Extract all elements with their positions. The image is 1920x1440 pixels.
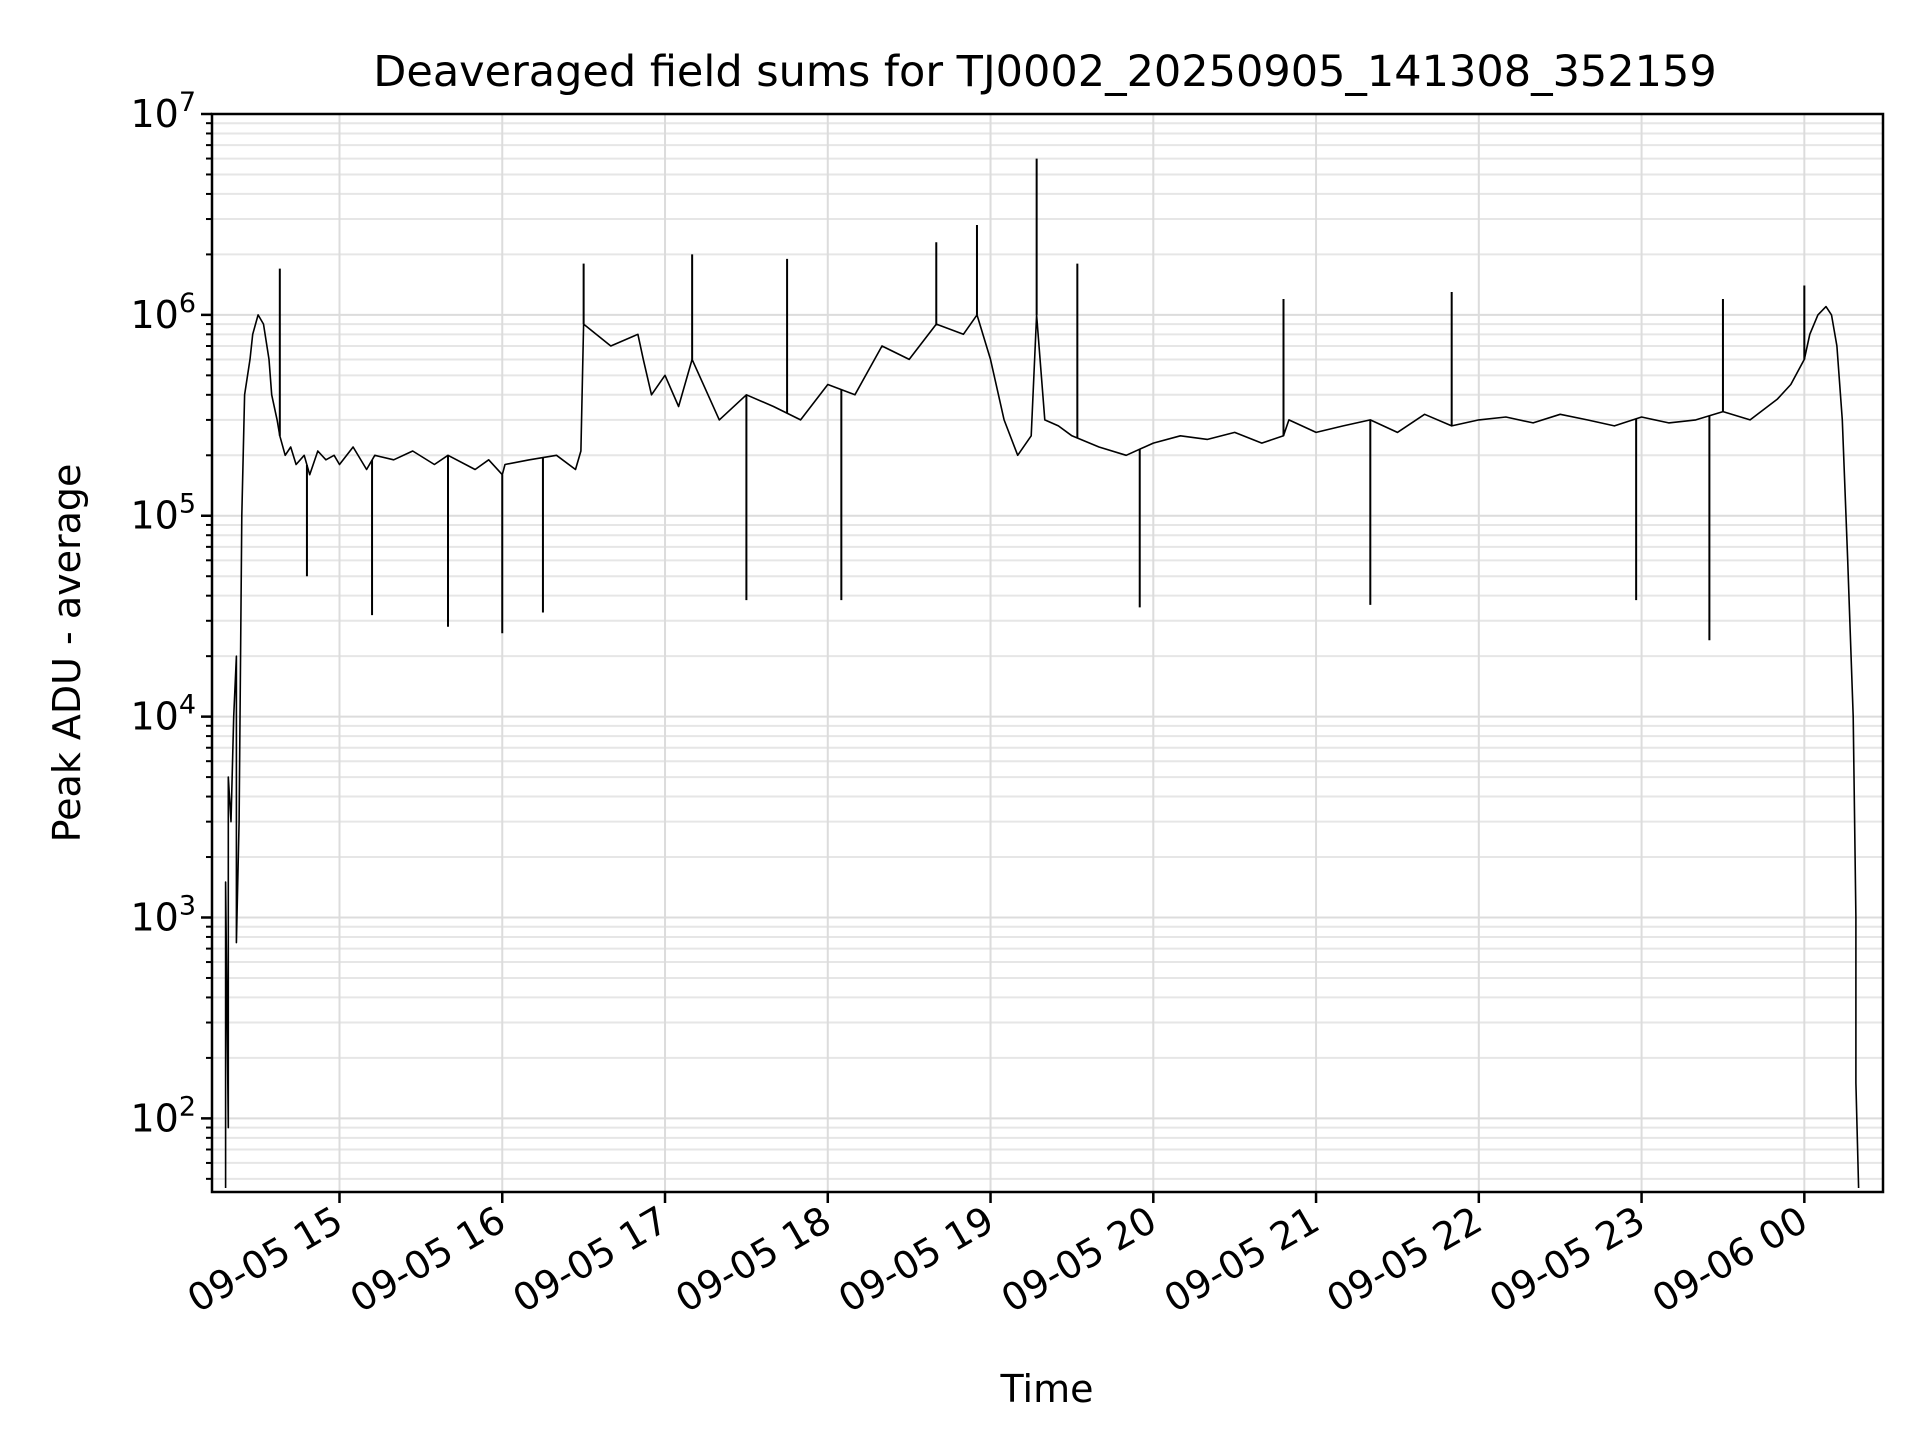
- y-tick-label: 102: [130, 1091, 196, 1140]
- y-axis: 102 103 104 105 106 107: [130, 87, 212, 1180]
- y-tick-label: 105: [130, 489, 196, 538]
- plot-frame: [210, 112, 1885, 1194]
- chart-title: Deaveraged field sums for TJ0002_2025090…: [373, 47, 1716, 97]
- plot-background: [212, 114, 1883, 1192]
- y-tick-label: 104: [130, 690, 196, 739]
- y-tick-label: 106: [130, 288, 196, 337]
- plot-area: [210, 112, 1885, 1194]
- y-tick-label: 103: [130, 890, 196, 939]
- grid-layer: [212, 113, 1883, 1192]
- x-axis-label: Time: [1000, 1367, 1094, 1411]
- y-axis-label: Peak ADU - average: [45, 464, 89, 843]
- y-tick-label: 107: [130, 87, 196, 136]
- series-line: [224, 305, 1860, 1189]
- series-layer: [224, 158, 1860, 1189]
